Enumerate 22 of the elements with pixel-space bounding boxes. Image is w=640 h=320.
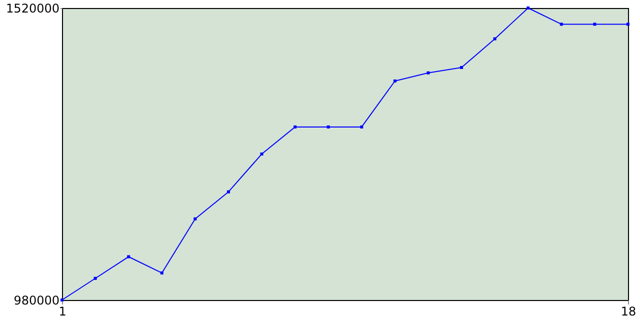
point bbox=[360, 125, 364, 128]
point bbox=[460, 66, 464, 69]
x-tick-label: 18 bbox=[620, 304, 636, 318]
point bbox=[526, 6, 530, 10]
point bbox=[160, 271, 164, 274]
point bbox=[94, 276, 97, 280]
y-tick-label: 1520000 bbox=[6, 2, 60, 16]
point bbox=[226, 190, 230, 194]
point bbox=[493, 37, 496, 40]
point bbox=[560, 22, 563, 26]
line-series bbox=[60, 6, 630, 302]
y-tick-label: 980000 bbox=[14, 294, 60, 308]
point bbox=[294, 125, 297, 128]
x-tick-label: 1 bbox=[58, 304, 66, 318]
point bbox=[626, 22, 630, 26]
point bbox=[127, 255, 130, 258]
point bbox=[194, 217, 197, 220]
point bbox=[393, 80, 396, 82]
point bbox=[593, 22, 596, 26]
point bbox=[326, 125, 330, 128]
point bbox=[426, 71, 430, 74]
point bbox=[260, 152, 264, 156]
